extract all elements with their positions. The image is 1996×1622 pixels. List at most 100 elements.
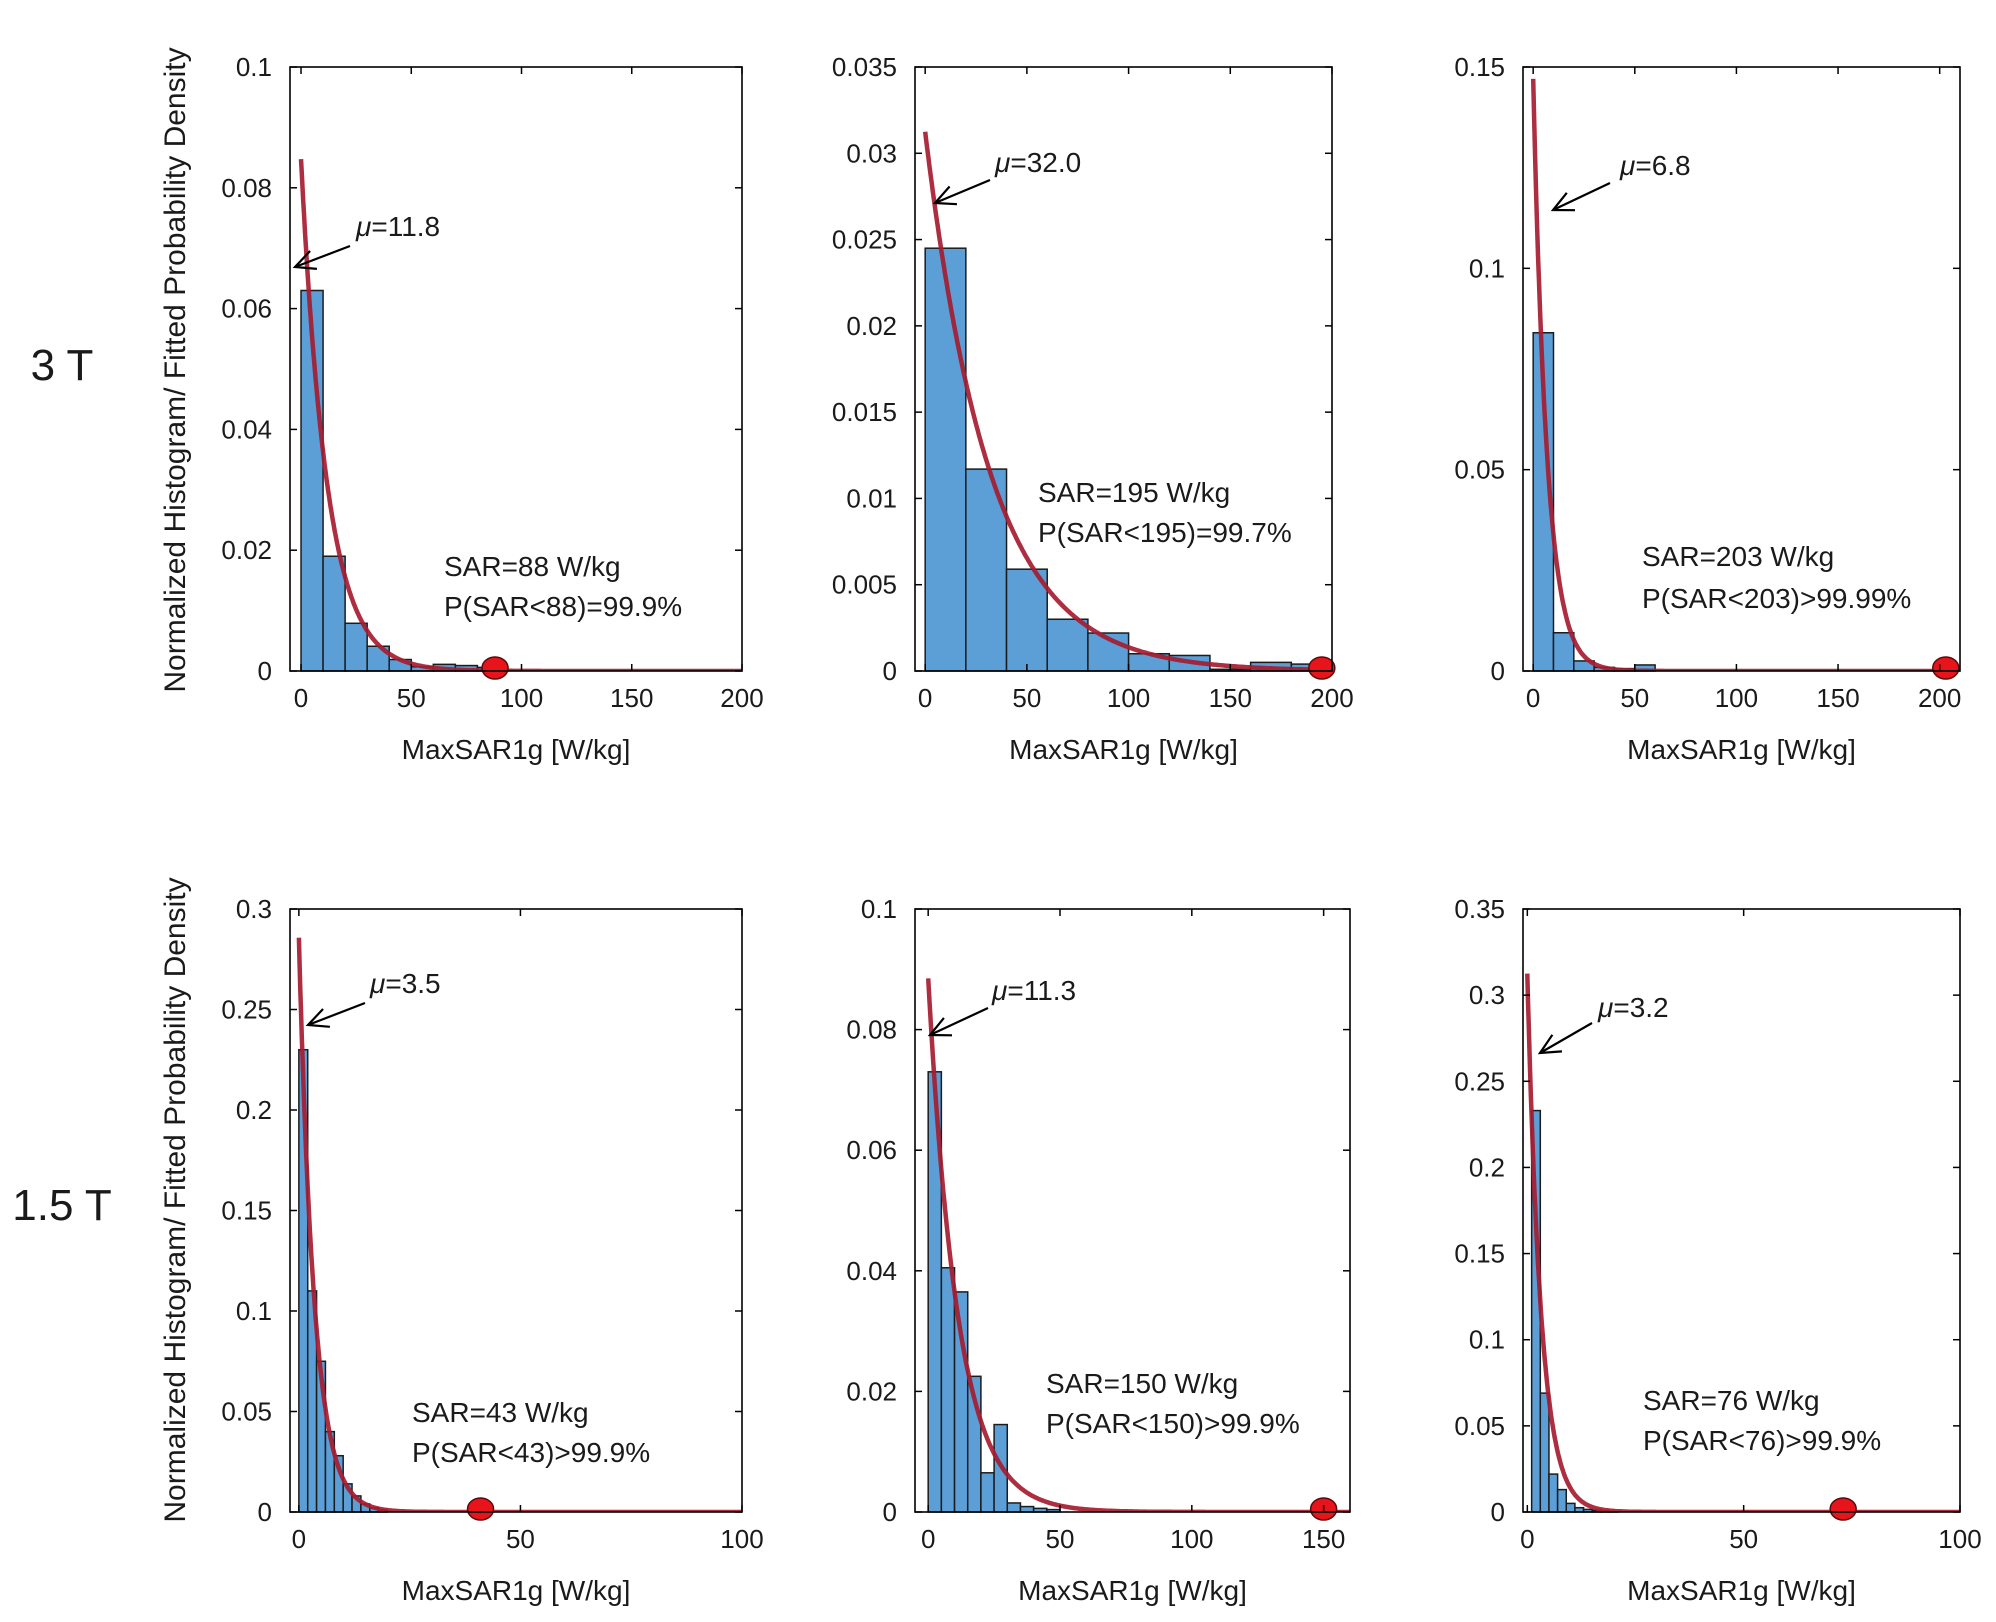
arrow-head-icon bbox=[292, 250, 318, 270]
x-tick-label: 0 bbox=[294, 683, 308, 713]
x-axis-label: MaxSAR1g [W/kg] bbox=[1009, 734, 1238, 765]
mu-annotation: μ=11.8 bbox=[355, 211, 440, 242]
histogram-bar bbox=[322, 555, 346, 672]
mu-annotation: μ=6.8 bbox=[1619, 150, 1691, 181]
y-tick-label: 0.03 bbox=[846, 138, 897, 168]
arrow-head-icon bbox=[1537, 1034, 1563, 1055]
y-tick-label: 0.06 bbox=[846, 1135, 897, 1165]
sar-annotation: SAR=203 W/kg bbox=[1642, 541, 1834, 572]
x-tick-label: 50 bbox=[506, 1524, 535, 1554]
y-tick-label: 0.05 bbox=[1454, 1411, 1505, 1441]
histogram-bar bbox=[1552, 631, 1575, 672]
sar-limit-marker bbox=[481, 656, 509, 680]
probability-annotation: P(SAR<195)=99.7% bbox=[1038, 517, 1292, 548]
probability-annotation: P(SAR<150)>99.9% bbox=[1046, 1408, 1300, 1439]
histogram-bars bbox=[927, 1071, 1061, 1513]
arrow-head-icon bbox=[932, 185, 958, 206]
x-tick-label: 100 bbox=[1938, 1524, 1981, 1554]
y-tick-label: 0 bbox=[1491, 1497, 1505, 1527]
probability-annotation: P(SAR<76)>99.9% bbox=[1643, 1425, 1881, 1456]
mu-annotation: μ=11.3 bbox=[991, 975, 1076, 1006]
sar-limit-marker bbox=[1308, 656, 1336, 680]
y-tick-label: 0.015 bbox=[832, 397, 897, 427]
histogram-bar bbox=[1019, 1505, 1035, 1513]
row-label-3t: 3 T bbox=[31, 341, 94, 390]
sar-annotation: SAR=195 W/kg bbox=[1038, 477, 1230, 508]
y-tick-label: 0 bbox=[883, 656, 897, 686]
x-tick-label: 0 bbox=[292, 1524, 306, 1554]
y-tick-label: 0.15 bbox=[221, 1196, 272, 1226]
axes-frame bbox=[914, 66, 1333, 672]
x-tick-label: 100 bbox=[720, 1524, 763, 1554]
chart-panel-1: 0 50 100 150 200 0 0.02 0.04 0.06 0.08 0.1 MaxSAR1g… bbox=[221, 52, 763, 765]
axes-frame bbox=[1522, 908, 1961, 1513]
histogram-bar bbox=[924, 247, 967, 672]
arrow-head-icon bbox=[1550, 192, 1576, 212]
arrow-head-icon bbox=[927, 1017, 953, 1037]
x-tick-label: 150 bbox=[1816, 683, 1859, 713]
y-tick-label: 0.2 bbox=[236, 1095, 272, 1125]
histogram-bar bbox=[344, 622, 368, 672]
chart-panel-4: 0 50 100 0 0.05 0.1 0.15 0.2 0.25 0.3 MaxSAR1g [W/… bbox=[221, 894, 763, 1606]
y-tick-label: 0 bbox=[1491, 656, 1505, 686]
y-axis-label-top: Normalized Histogram/ Fitted Probability… bbox=[159, 47, 192, 692]
y-tick-label: 0.08 bbox=[221, 173, 272, 203]
arrow-shaft bbox=[1539, 1022, 1593, 1054]
y-tick-label: 0.25 bbox=[221, 995, 272, 1025]
y-tick-label: 0.1 bbox=[1469, 1325, 1505, 1355]
x-tick-label: 150 bbox=[1209, 683, 1252, 713]
mu-annotation: μ=32.0 bbox=[994, 147, 1081, 178]
fitted-pdf-curve bbox=[922, 131, 1332, 671]
y-tick-label: 0.05 bbox=[1454, 455, 1505, 485]
chart-panel-3: 0 50 100 150 200 0 0.05 0.1 0.15 MaxSAR1g [W/kg] S… bbox=[1454, 52, 1961, 765]
y-tick-label: 0.04 bbox=[846, 1256, 897, 1286]
x-axis-label: MaxSAR1g [W/kg] bbox=[1627, 734, 1856, 765]
y-tick-label: 0.15 bbox=[1454, 52, 1505, 82]
x-tick-label: 50 bbox=[397, 683, 426, 713]
fitted-pdf-curve bbox=[1530, 78, 1960, 671]
histogram-bars bbox=[924, 247, 1333, 672]
x-tick-label: 200 bbox=[1310, 683, 1353, 713]
chart-panel-5: 0 50 100 150 0 0.02 0.04 0.06 0.08 0.1 MaxSAR1g [W… bbox=[846, 894, 1351, 1606]
panels: 0 50 100 150 200 0 0.02 0.04 0.06 0.08 0.1 MaxSAR1g… bbox=[221, 52, 1981, 1606]
arrow-shaft bbox=[307, 1001, 366, 1027]
y-tick-label: 0.1 bbox=[1469, 253, 1505, 283]
histogram-bar bbox=[1005, 568, 1048, 672]
chart-panel-6: 0 50 100 0 0.05 0.1 0.15 0.2 0.25 0.3 0.35 MaxSAR1g… bbox=[1454, 894, 1981, 1606]
y-tick-label: 0.06 bbox=[221, 294, 272, 324]
y-tick-label: 0.25 bbox=[1454, 1066, 1505, 1096]
histogram-bar bbox=[1046, 618, 1089, 672]
y-tick-label: 0.3 bbox=[1469, 980, 1505, 1010]
histogram-bar bbox=[1556, 1488, 1568, 1513]
arrow-shaft bbox=[1552, 182, 1611, 211]
sar-annotation: SAR=76 W/kg bbox=[1643, 1385, 1820, 1416]
y-tick-label: 0.04 bbox=[221, 414, 272, 444]
histogram-bar bbox=[980, 1472, 995, 1513]
arrow-shaft bbox=[929, 1007, 989, 1036]
probability-annotation: P(SAR<203)>99.99% bbox=[1642, 583, 1911, 614]
x-tick-label: 50 bbox=[1046, 1524, 1075, 1554]
arrow-head-icon bbox=[305, 1008, 331, 1028]
histogram-bar bbox=[1006, 1502, 1022, 1513]
x-axis-label: MaxSAR1g [W/kg] bbox=[1018, 1575, 1247, 1606]
fitted-pdf-curve bbox=[1525, 973, 1960, 1512]
x-tick-label: 150 bbox=[610, 683, 653, 713]
x-tick-label: 0 bbox=[1526, 683, 1540, 713]
fitted-pdf-curve bbox=[296, 937, 742, 1512]
x-tick-label: 150 bbox=[1302, 1524, 1345, 1554]
axes-frame bbox=[1522, 66, 1961, 672]
sar-annotation: SAR=150 W/kg bbox=[1046, 1368, 1238, 1399]
y-tick-label: 0 bbox=[258, 656, 272, 686]
x-tick-label: 0 bbox=[1520, 1524, 1534, 1554]
x-tick-label: 50 bbox=[1620, 683, 1649, 713]
y-tick-label: 0.025 bbox=[832, 225, 897, 255]
histogram-bar bbox=[940, 1267, 956, 1513]
y-tick-label: 0.1 bbox=[236, 1296, 272, 1326]
sar-annotation: SAR=88 W/kg bbox=[444, 551, 621, 582]
axes-frame bbox=[289, 66, 743, 672]
probability-annotation: P(SAR<88)=99.9% bbox=[444, 591, 682, 622]
histogram-bar bbox=[1565, 1502, 1576, 1513]
x-tick-label: 50 bbox=[1729, 1524, 1758, 1554]
x-tick-label: 50 bbox=[1012, 683, 1041, 713]
